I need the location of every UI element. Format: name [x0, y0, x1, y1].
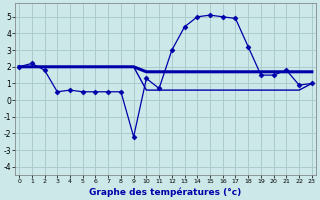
X-axis label: Graphe des températures (°c): Graphe des températures (°c): [89, 187, 242, 197]
